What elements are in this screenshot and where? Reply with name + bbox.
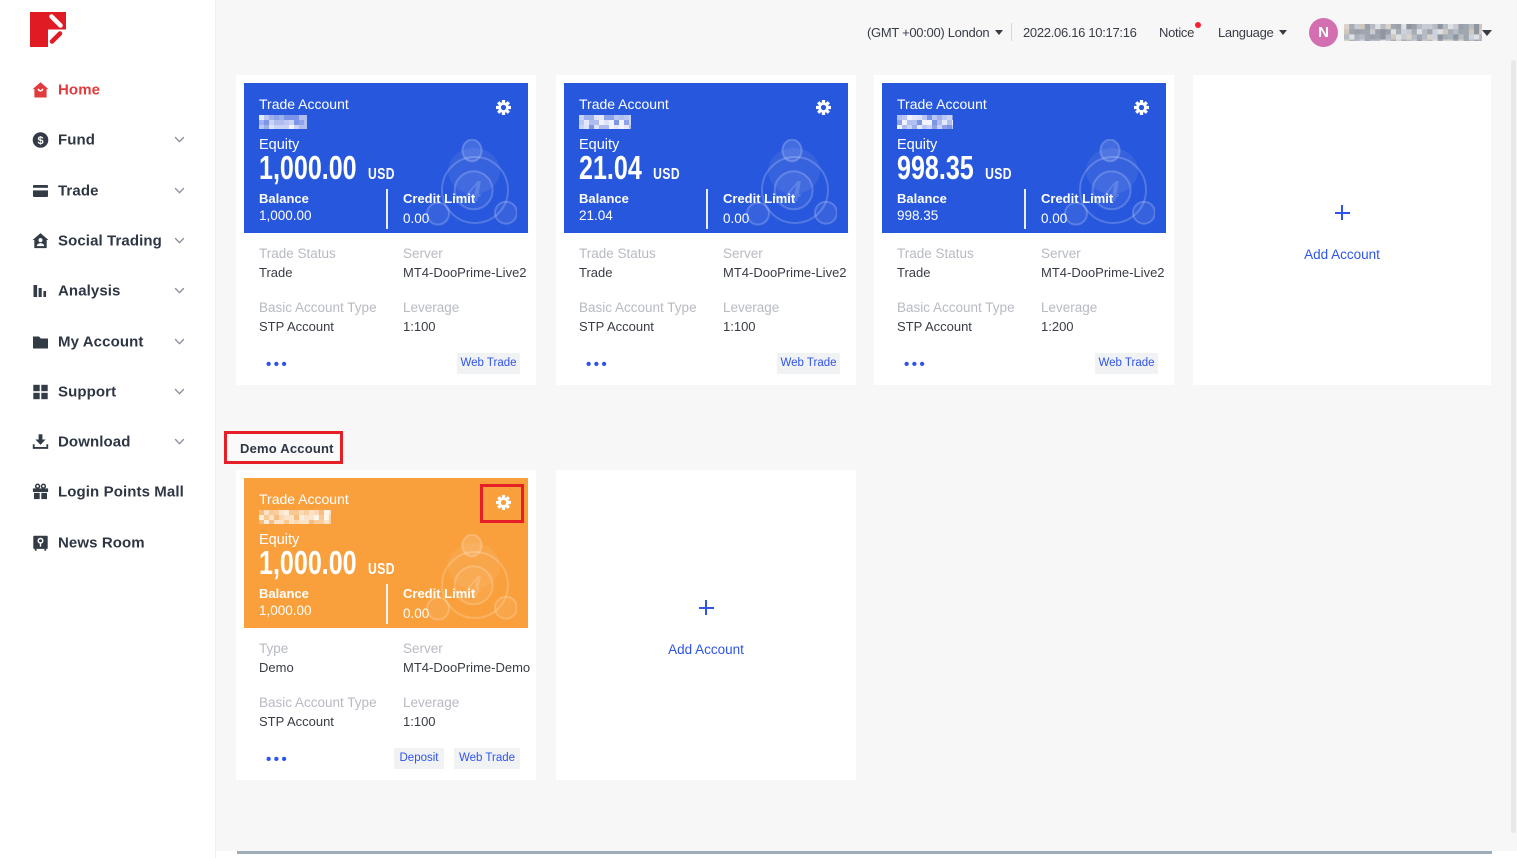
svg-text:4: 4 [465, 568, 482, 603]
svg-text:4: 4 [785, 173, 802, 208]
svg-text:$: $ [37, 135, 43, 147]
svg-text:4: 4 [1103, 173, 1120, 208]
svg-text:4: 4 [465, 173, 482, 208]
